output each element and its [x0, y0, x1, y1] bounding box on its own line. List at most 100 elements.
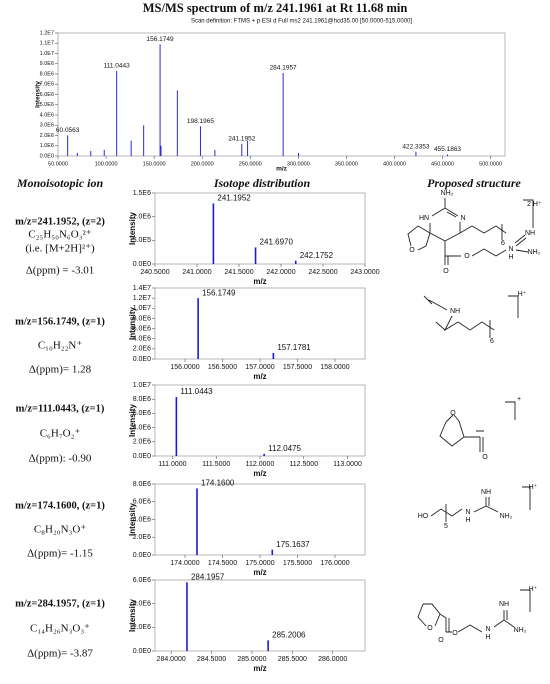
ppm-error: Δ(ppm)= -3.87	[27, 648, 93, 660]
peak-label: 284.1957	[191, 572, 225, 581]
y-tick-label: 1.4E7	[133, 285, 151, 292]
structure-label: NH	[525, 230, 535, 237]
y-tick-label: 1.0E6	[40, 143, 54, 149]
x-tick-label: 285.0000	[237, 656, 266, 663]
y-tick-label: 1.2E7	[40, 30, 54, 36]
y-tick-label: 8.0E6	[133, 481, 151, 488]
y-axis-label: Intensity	[128, 404, 137, 437]
peak-label: 198.1965	[187, 118, 214, 125]
y-tick-label: 5.0E5	[133, 237, 151, 244]
structure-label: 2 H⁺	[527, 201, 542, 208]
x-tick-label: 111.0000	[158, 461, 186, 468]
formula: C₂₅H₅₀N₆O₃²⁺	[28, 229, 91, 241]
y-tick-label: 1.0E7	[133, 382, 151, 389]
y-tick-label: 1.1E7	[40, 41, 54, 47]
y-tick-label: 4.0E6	[133, 424, 151, 431]
structure-label: 6	[490, 338, 494, 345]
y-tick-label: 8.0E6	[40, 71, 54, 77]
y-tick-label: 1.0E7	[133, 305, 151, 312]
x-tick-label: 156.5000	[208, 364, 237, 371]
y-tick-label: 6.0E6	[133, 499, 151, 506]
x-tick-label: 450.0000	[431, 161, 454, 167]
structure-label: N	[465, 509, 470, 516]
figure-title: MS/MS spectrum of m/z 241.1961 at Rt 11.…	[143, 1, 408, 15]
y-tick-label: 6.0E6	[40, 92, 54, 98]
x-axis-label: m/z	[253, 664, 266, 673]
y-tick-label: 0.0E0	[40, 153, 54, 159]
y-tick-label: 0.0E0	[133, 648, 151, 655]
y-tick-label: 1.0E7	[40, 51, 54, 57]
x-axis-label: m/z	[253, 277, 266, 286]
ion-label: m/z=111.0443, (z=1)	[16, 403, 105, 414]
y-tick-label: 1.2E7	[133, 295, 151, 302]
plot-frame	[57, 32, 506, 157]
peak-label: 111.0443	[104, 63, 131, 70]
structure-label: NH₂	[441, 190, 454, 197]
x-tick-label: 157.0000	[245, 364, 274, 371]
y-tick-label: 3.0E6	[40, 123, 54, 129]
y-tick-label: 0.0E0	[133, 453, 151, 460]
y-axis-label: Intensity	[128, 212, 137, 245]
x-tick-label: 156.0000	[170, 364, 199, 371]
y-tick-label: 9.0E6	[40, 61, 54, 67]
x-tick-label: 284.0000	[157, 656, 186, 663]
x-tick-label: 175.5000	[283, 560, 312, 567]
peak-label: 175.1637	[276, 540, 310, 549]
structure-bond	[417, 589, 531, 633]
x-tick-label: 250.0000	[239, 161, 262, 167]
structure-label: HO	[418, 513, 429, 520]
y-tick-label: 1.0E6	[133, 214, 151, 221]
structure-label: N	[485, 626, 490, 633]
y-tick-label: 0.0E0	[133, 261, 151, 268]
column-header: Monoisotopic ion	[16, 176, 104, 190]
x-tick-label: 157.5000	[283, 364, 312, 371]
y-tick-label: 4.0E6	[40, 112, 54, 118]
y-tick-label: 4.0E6	[133, 601, 151, 608]
peak-label: 157.1781	[277, 343, 311, 352]
x-tick-label: 242.0000	[266, 269, 295, 276]
x-tick-label: 242.5000	[308, 269, 337, 276]
x-tick-label: 158.0000	[320, 364, 349, 371]
plot-frame	[154, 192, 366, 265]
peak-label: 242.1752	[300, 251, 334, 260]
x-axis-label: m/z	[253, 372, 266, 381]
x-tick-label: 240.5000	[140, 269, 169, 276]
structure-label: O	[427, 625, 433, 632]
y-tick-label: 4.0E6	[133, 336, 151, 343]
y-tick-label: 2.0E6	[133, 346, 151, 353]
structure-label: O	[409, 247, 415, 254]
x-tick-label: 285.5000	[278, 656, 307, 663]
y-tick-label: 8.0E6	[133, 396, 151, 403]
x-axis-label: m/z	[276, 166, 288, 173]
structure-label: +	[517, 396, 521, 403]
ion-label: m/z=156.1749, (z=1)	[15, 316, 105, 327]
structure-label: O	[443, 268, 449, 275]
plot-frame	[154, 287, 366, 360]
y-axis-label: Intensity	[128, 307, 137, 340]
structure-label: O	[438, 637, 444, 644]
x-tick-label: 243.0000	[350, 269, 379, 276]
structure-label: O	[452, 630, 458, 637]
structure-label: HN	[419, 215, 429, 222]
ppm-error: Δ(ppm)= -1.15	[27, 548, 93, 560]
y-tick-label: 2.0E6	[40, 133, 54, 139]
x-tick-label: 100.0000	[95, 161, 118, 167]
y-axis-label: Intensity	[35, 81, 42, 108]
peak-label: 422.3353	[402, 144, 429, 151]
structure-label: NH	[450, 308, 460, 315]
column-header: Isotope distribution	[213, 176, 311, 190]
structure-bond	[430, 486, 531, 522]
x-tick-label: 350.0000	[335, 161, 358, 167]
peak-label: 284.1957	[270, 65, 297, 72]
formula: C₁₀H₂₂N⁺	[38, 340, 83, 352]
formula: C₁₄H₂₆N₃O₃⁺	[30, 623, 90, 635]
structure-label: 5	[444, 523, 448, 530]
structure-bond	[407, 198, 534, 265]
peak-label: 241.1952	[228, 135, 255, 142]
y-tick-label: 6.0E6	[133, 410, 151, 417]
x-tick-label: 284.5000	[197, 656, 226, 663]
peak-label: 112.0475	[268, 444, 301, 453]
structure-label: H	[485, 634, 490, 641]
formula-note: (i.e. [M+2H]²⁺)	[25, 243, 95, 255]
x-tick-label: 112.0000	[246, 461, 275, 468]
